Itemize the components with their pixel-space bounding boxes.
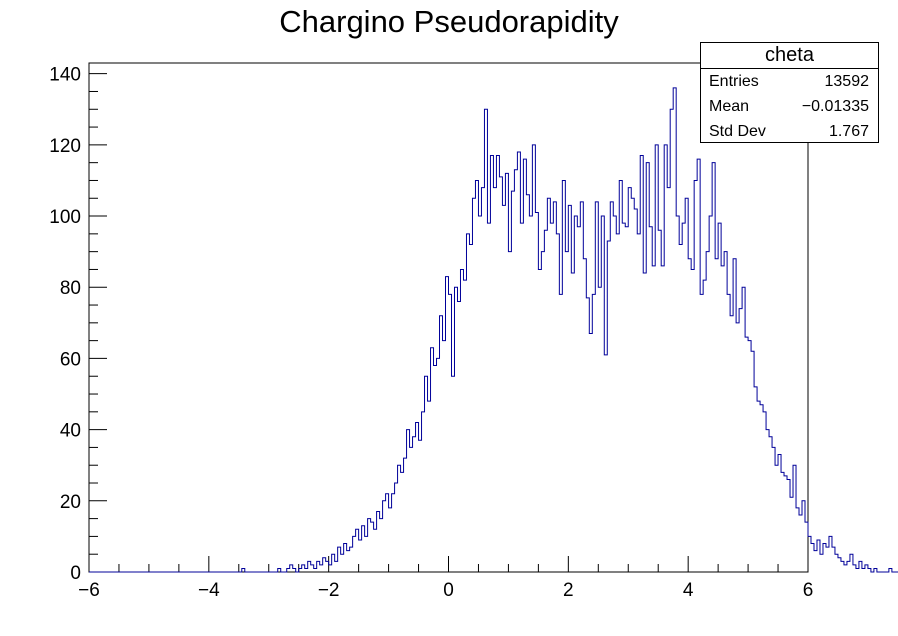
x-tick-label: 0 xyxy=(443,580,454,601)
y-tick-label: 20 xyxy=(60,492,81,513)
tick-marks xyxy=(88,73,809,573)
x-tick-label: −6 xyxy=(78,580,100,601)
stats-box: cheta Entries 13592 Mean −0.01335 Std De… xyxy=(700,42,879,143)
x-tick-label: −2 xyxy=(318,580,340,601)
stats-label: Mean xyxy=(709,98,750,115)
y-tick-label: 60 xyxy=(60,349,81,370)
x-tick-label: 6 xyxy=(803,580,814,601)
stats-value: 1.767 xyxy=(828,123,869,140)
stats-row-entries: Entries 13592 xyxy=(701,69,878,94)
stats-label: Entries xyxy=(709,73,759,90)
y-tick-label: 140 xyxy=(49,65,81,86)
stats-row-mean: Mean −0.01335 xyxy=(701,94,878,119)
y-tick-label: 80 xyxy=(60,278,81,299)
stats-title: cheta xyxy=(701,43,878,69)
stats-value: 13592 xyxy=(824,73,870,90)
y-tick-label: 0 xyxy=(70,563,81,584)
x-tick-label: 4 xyxy=(683,580,694,601)
y-tick-label: 100 xyxy=(49,207,81,228)
histogram-line xyxy=(89,87,898,573)
y-tick-label: 40 xyxy=(60,421,81,442)
stats-label: Std Dev xyxy=(709,123,766,140)
x-tick-label: 2 xyxy=(563,580,574,601)
chart-title: Chargino Pseudorapidity xyxy=(279,4,619,39)
stats-value: −0.01335 xyxy=(801,98,869,115)
stats-row-stddev: Std Dev 1.767 xyxy=(701,119,878,144)
y-tick-label: 120 xyxy=(49,136,81,157)
x-tick-label: −4 xyxy=(198,580,220,601)
